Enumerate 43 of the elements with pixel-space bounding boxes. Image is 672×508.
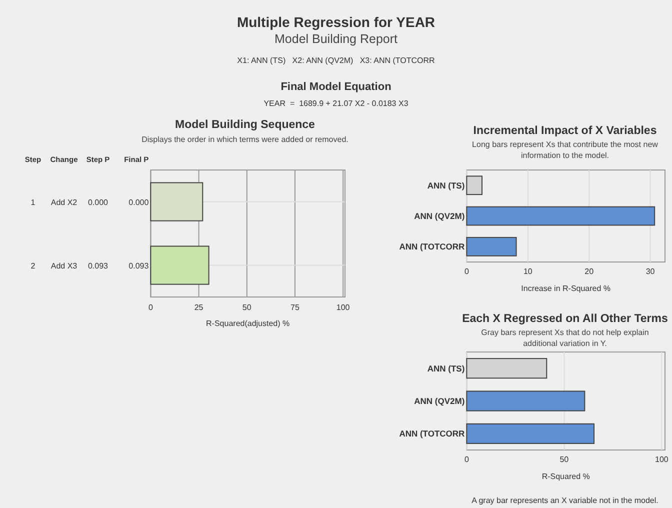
text: A gray bar represents an X variable not in the model.: [472, 496, 658, 505]
y-tick-label: ANN (TOTCORR: [399, 242, 465, 252]
x-tick-label: 100: [655, 455, 669, 464]
y-tick-label: ANN (QV2M): [414, 211, 465, 221]
x-tick-label: 50: [560, 455, 570, 464]
x-axis-title: R-Squared %: [542, 472, 590, 481]
text: Multiple Regression for YEAR: [236, 14, 436, 30]
bar: [466, 206, 656, 226]
text: 0.093: [88, 261, 109, 270]
chart-subtitle: Long bars represent Xs that contribute the most new information to the model.: [472, 140, 658, 160]
chart-subtitle: Gray bars represent Xs that do not help explain additional variation in Y.: [481, 328, 649, 348]
text: 2: [30, 261, 36, 270]
y-tick-label: ANN (TS): [427, 180, 465, 190]
text: YEAR = 1689.9 + 21.07 X2 - 0.0183 X3: [264, 99, 409, 108]
text: Final Model Equation: [280, 81, 392, 93]
y-tick-label: ANN (QV2M): [414, 396, 465, 406]
text: X1: ANN (TS) X2: ANN (QV2M) X3: ANN (TOTCORR: [237, 56, 436, 65]
text: Model Building Report: [274, 32, 398, 46]
text: 1: [30, 198, 36, 207]
y-tick-label: ANN (TS): [427, 363, 465, 374]
x-tick-label: 10: [523, 267, 533, 276]
x-tick-label: 0: [464, 267, 470, 276]
chart-title: Each X Regressed on All Other Terms: [462, 313, 668, 325]
chart-title: Incremental Impact of X Variables: [473, 125, 657, 137]
x-tick-label: 30: [646, 267, 656, 276]
y-tick-label: ANN (TOTCORR: [399, 428, 465, 439]
bar: [466, 423, 595, 444]
x-axis-title: Increase in R-Squared %: [521, 284, 611, 293]
chart-title: Model Building Sequence: [175, 119, 315, 131]
text: Add X2: [50, 198, 78, 207]
x-tick-label: 0: [148, 303, 154, 312]
bar: [466, 390, 586, 412]
x-tick-label: 100: [336, 303, 350, 312]
x-axis-title: R-Squared(adjusted) %: [206, 319, 290, 328]
x-tick-label: 20: [584, 267, 594, 276]
x-tick-label: 50: [242, 303, 252, 312]
bar: [466, 236, 517, 256]
x-tick-label: 75: [290, 303, 300, 312]
chart-subtitle: Displays the order in which terms were added or removed.: [142, 135, 348, 144]
x-tick-label: 25: [194, 303, 204, 312]
x-tick-label: 0: [464, 455, 470, 464]
text: Add X3: [50, 261, 78, 270]
text: 0.000: [88, 198, 109, 207]
